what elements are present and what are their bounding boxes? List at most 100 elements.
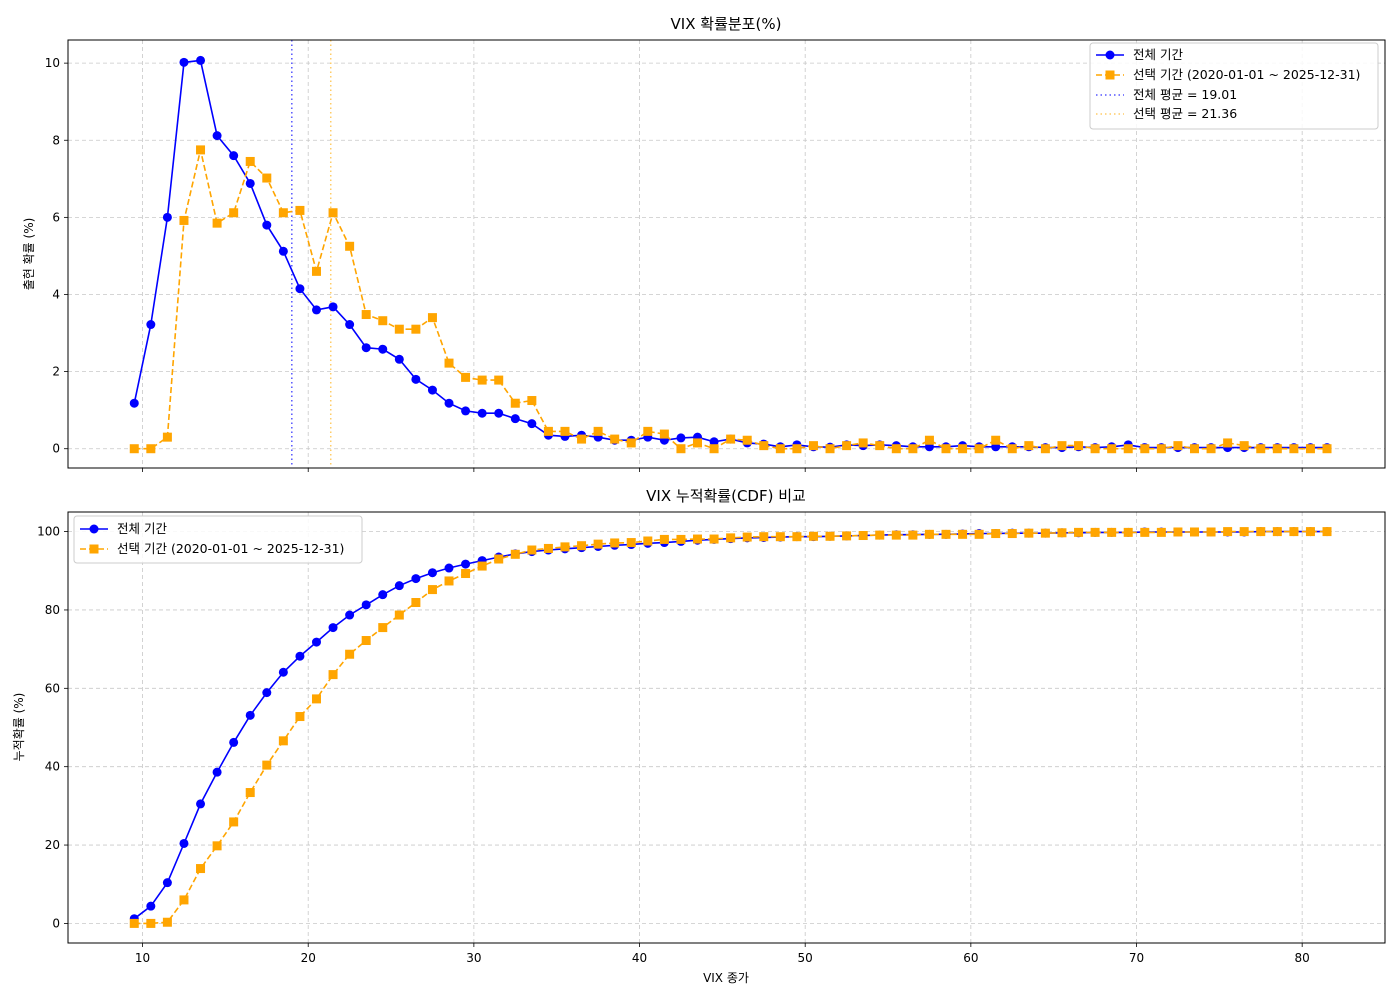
legend-label: 선택 기간 (2020-01-01 ~ 2025-12-31) [1133,67,1360,82]
x-tick-label: 80 [1295,951,1310,965]
legend-label: 선택 평균 = 21.36 [1133,106,1237,121]
series-layer [129,527,1332,928]
data-point [1223,438,1233,448]
data-point [179,215,189,225]
data-point [527,545,537,555]
data-point [891,530,901,540]
data-point [494,408,504,418]
data-point [1272,444,1282,454]
data-point [842,441,852,451]
data-point [345,610,355,620]
data-point [477,561,487,571]
data-point [1239,527,1249,537]
x-ticks: 10 20 30 40 50 60 70 80 [135,943,1310,965]
data-point [792,444,802,454]
data-point [792,532,802,542]
data-point [510,549,520,559]
data-point [494,375,504,385]
data-point [212,131,222,141]
data-point [146,444,156,454]
data-point [808,531,818,541]
x-tick-label: 40 [632,951,647,965]
data-point [361,636,371,646]
data-point [1156,527,1166,537]
data-point [146,901,156,911]
data-point [858,438,868,448]
data-point [1189,527,1199,537]
data-point [1007,529,1017,539]
data-point [1007,444,1017,454]
legend-label: 전체 평균 = 19.01 [1133,87,1237,102]
data-point [1256,444,1266,454]
data-point [941,444,951,454]
data-point [278,736,288,746]
data-point [361,310,371,320]
data-point [461,372,471,382]
mean-lines [291,40,332,468]
data-point [1223,527,1233,537]
data-point [311,637,321,647]
data-point [378,623,388,633]
data-point [924,529,934,539]
data-point [444,358,454,368]
legend-item-all-mean: 전체 평균 = 19.01 [1096,87,1237,102]
y-tick-label: 40 [45,760,60,774]
data-point [196,799,206,809]
data-point [129,398,139,408]
x-tick-label: 20 [301,951,316,965]
data-point [394,324,404,334]
data-point [543,426,553,436]
data-point [974,444,984,454]
data-point [345,241,355,251]
data-point [1206,527,1216,537]
data-point [1024,441,1034,451]
data-point [560,542,570,552]
data-point [1107,444,1117,454]
data-point [229,151,239,161]
data-point [1239,441,1249,451]
data-point [311,266,321,276]
data-point [1256,527,1266,537]
data-point [693,534,703,544]
y-tick-label: 20 [45,838,60,852]
data-point [494,554,504,564]
data-point [908,530,918,540]
y-axis-label: 누적확률 (%) [12,693,26,762]
data-point [411,324,421,334]
x-tick-label: 70 [1129,951,1144,965]
legend: 전체 기간 선택 기간 (2020-01-01 ~ 2025-12-31) 전체… [1089,42,1379,130]
data-point [1090,444,1100,454]
data-point [411,374,421,384]
data-point [262,760,272,770]
data-point [245,156,255,166]
data-point [825,444,835,454]
pdf-chart-panel: VIX 확률분포(%) 0 2 4 6 8 10 출현 확률 (%) 전체 기간 선택 기… [22,15,1386,472]
data-point [709,534,719,544]
data-point [1272,527,1282,537]
data-point [411,574,421,584]
data-point [1040,528,1050,538]
data-point [146,918,156,928]
data-point [577,541,587,551]
y-tick-label: 60 [45,681,60,695]
data-point [577,434,587,444]
y-ticks: 0 2 4 6 8 10 [45,56,68,456]
data-point [328,623,338,633]
data-point [1289,444,1299,454]
y-tick-label: 100 [37,525,60,539]
data-point [875,530,885,540]
data-point [858,531,868,541]
data-point [659,429,669,439]
data-point [162,212,172,222]
data-point [1107,527,1117,537]
data-point [1040,444,1050,454]
data-point [991,435,1001,445]
data-point [659,534,669,544]
data-point [162,878,172,888]
data-point [179,895,189,905]
grid-lines [68,40,1385,468]
data-point [742,435,752,445]
cdf-chart-panel: VIX 누적확률(CDF) 비교 10 20 30 40 50 60 70 80 0 20 40 6… [12,487,1386,985]
data-point [676,534,686,544]
data-point [394,610,404,620]
